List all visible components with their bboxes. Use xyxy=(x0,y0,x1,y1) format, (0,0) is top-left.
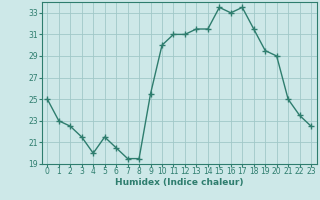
X-axis label: Humidex (Indice chaleur): Humidex (Indice chaleur) xyxy=(115,178,244,187)
